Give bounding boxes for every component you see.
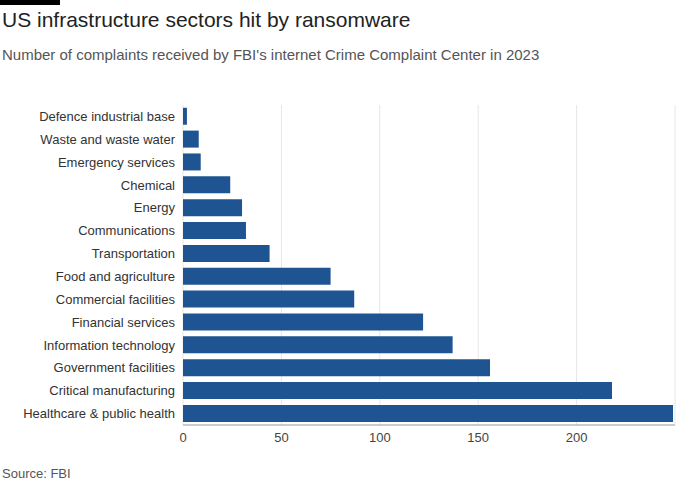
svg-text:Financial services: Financial services [72,315,176,330]
svg-text:Information technology: Information technology [43,338,175,353]
svg-text:Critical manufacturing: Critical manufacturing [49,383,175,398]
svg-text:150: 150 [467,430,489,445]
svg-text:Emergency services: Emergency services [58,155,176,170]
svg-text:100: 100 [369,430,391,445]
svg-text:Defence industrial base: Defence industrial base [39,109,175,124]
html-text:US infrastructure sectors hit: US infrastructure sectors hit by ransomw… [2,8,411,31]
html-text:Number of complaints received: Number of complaints received by FBI's i… [2,46,540,63]
svg-text:Government facilities: Government facilities [54,360,176,375]
svg-text:Transportation: Transportation [92,246,175,261]
svg-text:0: 0 [179,430,186,445]
svg-text:Waste and waste water: Waste and waste water [40,132,175,147]
html-text:Source: FBI: Source: FBI [2,466,71,481]
svg-text:200: 200 [566,430,588,445]
svg-text:Energy: Energy [134,200,176,215]
svg-text:Chemical: Chemical [121,178,175,193]
svg-text:Healthcare & public health: Healthcare & public health [23,406,175,421]
svg-text:Commercial facilities: Commercial facilities [56,292,176,307]
svg-text:Food and agriculture: Food and agriculture [56,269,175,284]
svg-text:50: 50 [274,430,288,445]
svg-text:Communications: Communications [78,223,175,238]
